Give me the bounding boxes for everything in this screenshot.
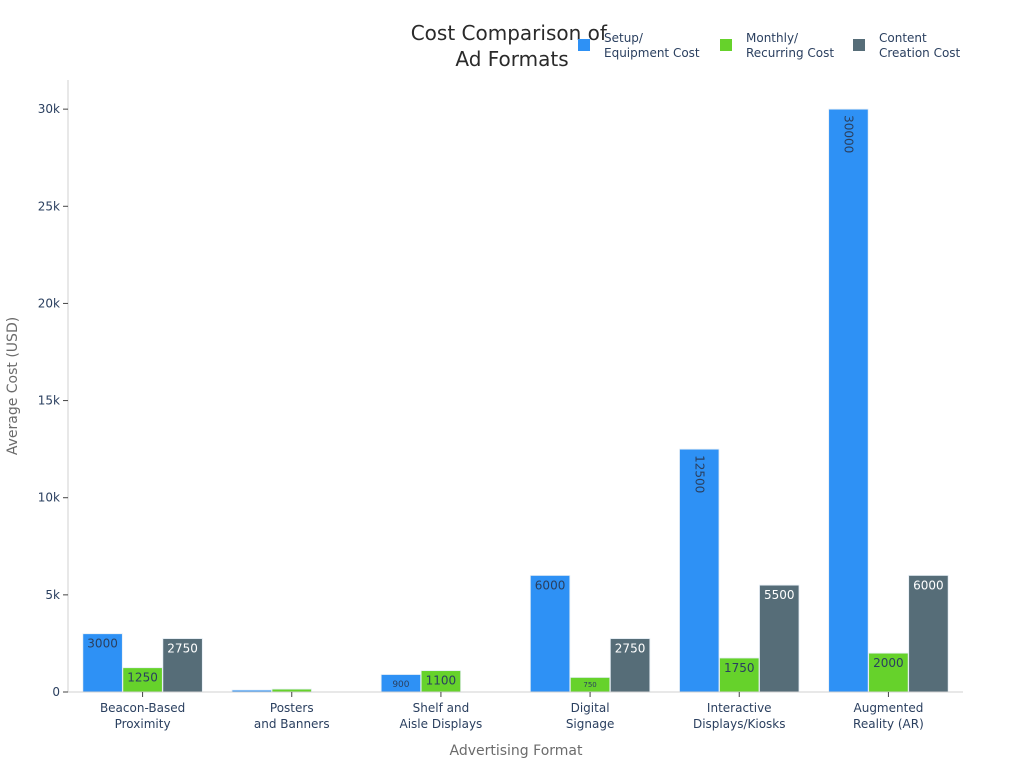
legend-label-line: Monthly/ xyxy=(746,31,799,45)
bar-value-label: 30000 xyxy=(841,115,855,153)
x-tick-label-line: Augmented xyxy=(854,701,924,715)
x-tick-label-line: Signage xyxy=(566,717,615,731)
x-axis-title: Advertising Format xyxy=(450,743,583,759)
y-tick-label: 20k xyxy=(38,296,60,310)
x-tick-label-line: Posters xyxy=(270,701,314,715)
legend-label-line: Content xyxy=(879,31,927,45)
x-tick-label: Interactive Displays/Kiosks xyxy=(693,701,786,731)
x-tick-label-line: Aisle Displays xyxy=(400,717,483,731)
chart-title-line-2: Ad Formats xyxy=(455,47,568,71)
bar-value-label: 12500 xyxy=(692,455,706,493)
x-tick-label: Shelf and Aisle Displays xyxy=(400,701,483,731)
bar xyxy=(828,108,869,693)
bar xyxy=(908,575,949,693)
chart-title: Cost Comparison of Ad Formats xyxy=(411,21,614,71)
legend-swatch xyxy=(853,39,865,51)
y-axis-title: Average Cost (USD) xyxy=(5,317,21,455)
bar-value-label: 900 xyxy=(392,680,409,690)
legend-swatch xyxy=(578,39,590,51)
bar-value-label: 3000 xyxy=(87,637,118,651)
x-tick-label-line: Interactive xyxy=(707,701,772,715)
legend-label: Content Creation Cost xyxy=(879,31,961,60)
legend: Setup/Equipment Cost Monthly/Recurring Co… xyxy=(578,31,961,60)
bar-value-label: 1750 xyxy=(724,661,755,675)
legend-label-line: Equipment Cost xyxy=(604,46,700,60)
bar xyxy=(162,638,203,693)
y-tick-label: 15k xyxy=(38,394,60,408)
x-tick-label-line: Displays/Kiosks xyxy=(693,717,786,731)
chart-title-line-1: Cost Comparison of xyxy=(411,21,608,45)
bar-value-label: 1250 xyxy=(127,671,158,685)
x-ticks: Beacon-Based Proximity Posters and Banners S… xyxy=(100,692,924,731)
legend-label: Monthly/Recurring Cost xyxy=(746,31,834,60)
bar xyxy=(679,448,720,693)
x-tick-label-line: Digital xyxy=(571,701,610,715)
bar xyxy=(529,575,571,693)
y-tick-label: 30k xyxy=(38,102,60,116)
legend-label-line: Setup/ xyxy=(604,31,644,45)
legend-label-line: Creation Cost xyxy=(879,46,961,60)
y-ticks: 0 5k 10k 15k 20k 25k 30k xyxy=(38,102,68,699)
y-tick-label: 0 xyxy=(52,685,60,699)
x-tick-label: Digital Signage xyxy=(566,701,615,731)
x-tick-label-line: Proximity xyxy=(115,717,171,731)
bar-value-label: 6000 xyxy=(535,578,566,592)
bar xyxy=(82,633,123,693)
axes-layer xyxy=(67,80,963,693)
y-tick-label: 25k xyxy=(38,199,60,213)
bars-layer: 3000 900 6000 12500 30000 1250 1100 750 1750 2000… xyxy=(82,108,949,693)
x-tick-label: Posters and Banners xyxy=(254,701,330,731)
bar-value-label: 750 xyxy=(583,681,596,689)
bar-value-label: 2750 xyxy=(615,642,646,656)
x-tick-label-line: Shelf and xyxy=(413,701,470,715)
bar xyxy=(719,657,760,693)
y-tick-label: 10k xyxy=(38,491,60,505)
legend-label: Setup/Equipment Cost xyxy=(604,31,700,60)
bar-value-label: 2000 xyxy=(873,656,904,670)
bar-value-label: 5500 xyxy=(764,588,795,602)
bar-value-label: 6000 xyxy=(913,578,944,592)
x-tick-label-line: Reality (AR) xyxy=(853,717,924,731)
bar-value-label: 1100 xyxy=(426,674,457,688)
x-tick-label-line: Beacon-Based xyxy=(100,701,185,715)
bar xyxy=(609,638,651,693)
legend-label-line: Recurring Cost xyxy=(746,46,834,60)
bar-value-label: 2750 xyxy=(167,642,198,656)
x-tick-label: Beacon-Based Proximity xyxy=(100,701,185,731)
x-tick-label-line: and Banners xyxy=(254,717,330,731)
bar xyxy=(868,652,909,693)
x-tick-label: Augmented Reality (AR) xyxy=(853,701,924,731)
y-tick-label: 5k xyxy=(45,588,60,602)
legend-swatch xyxy=(720,39,732,51)
